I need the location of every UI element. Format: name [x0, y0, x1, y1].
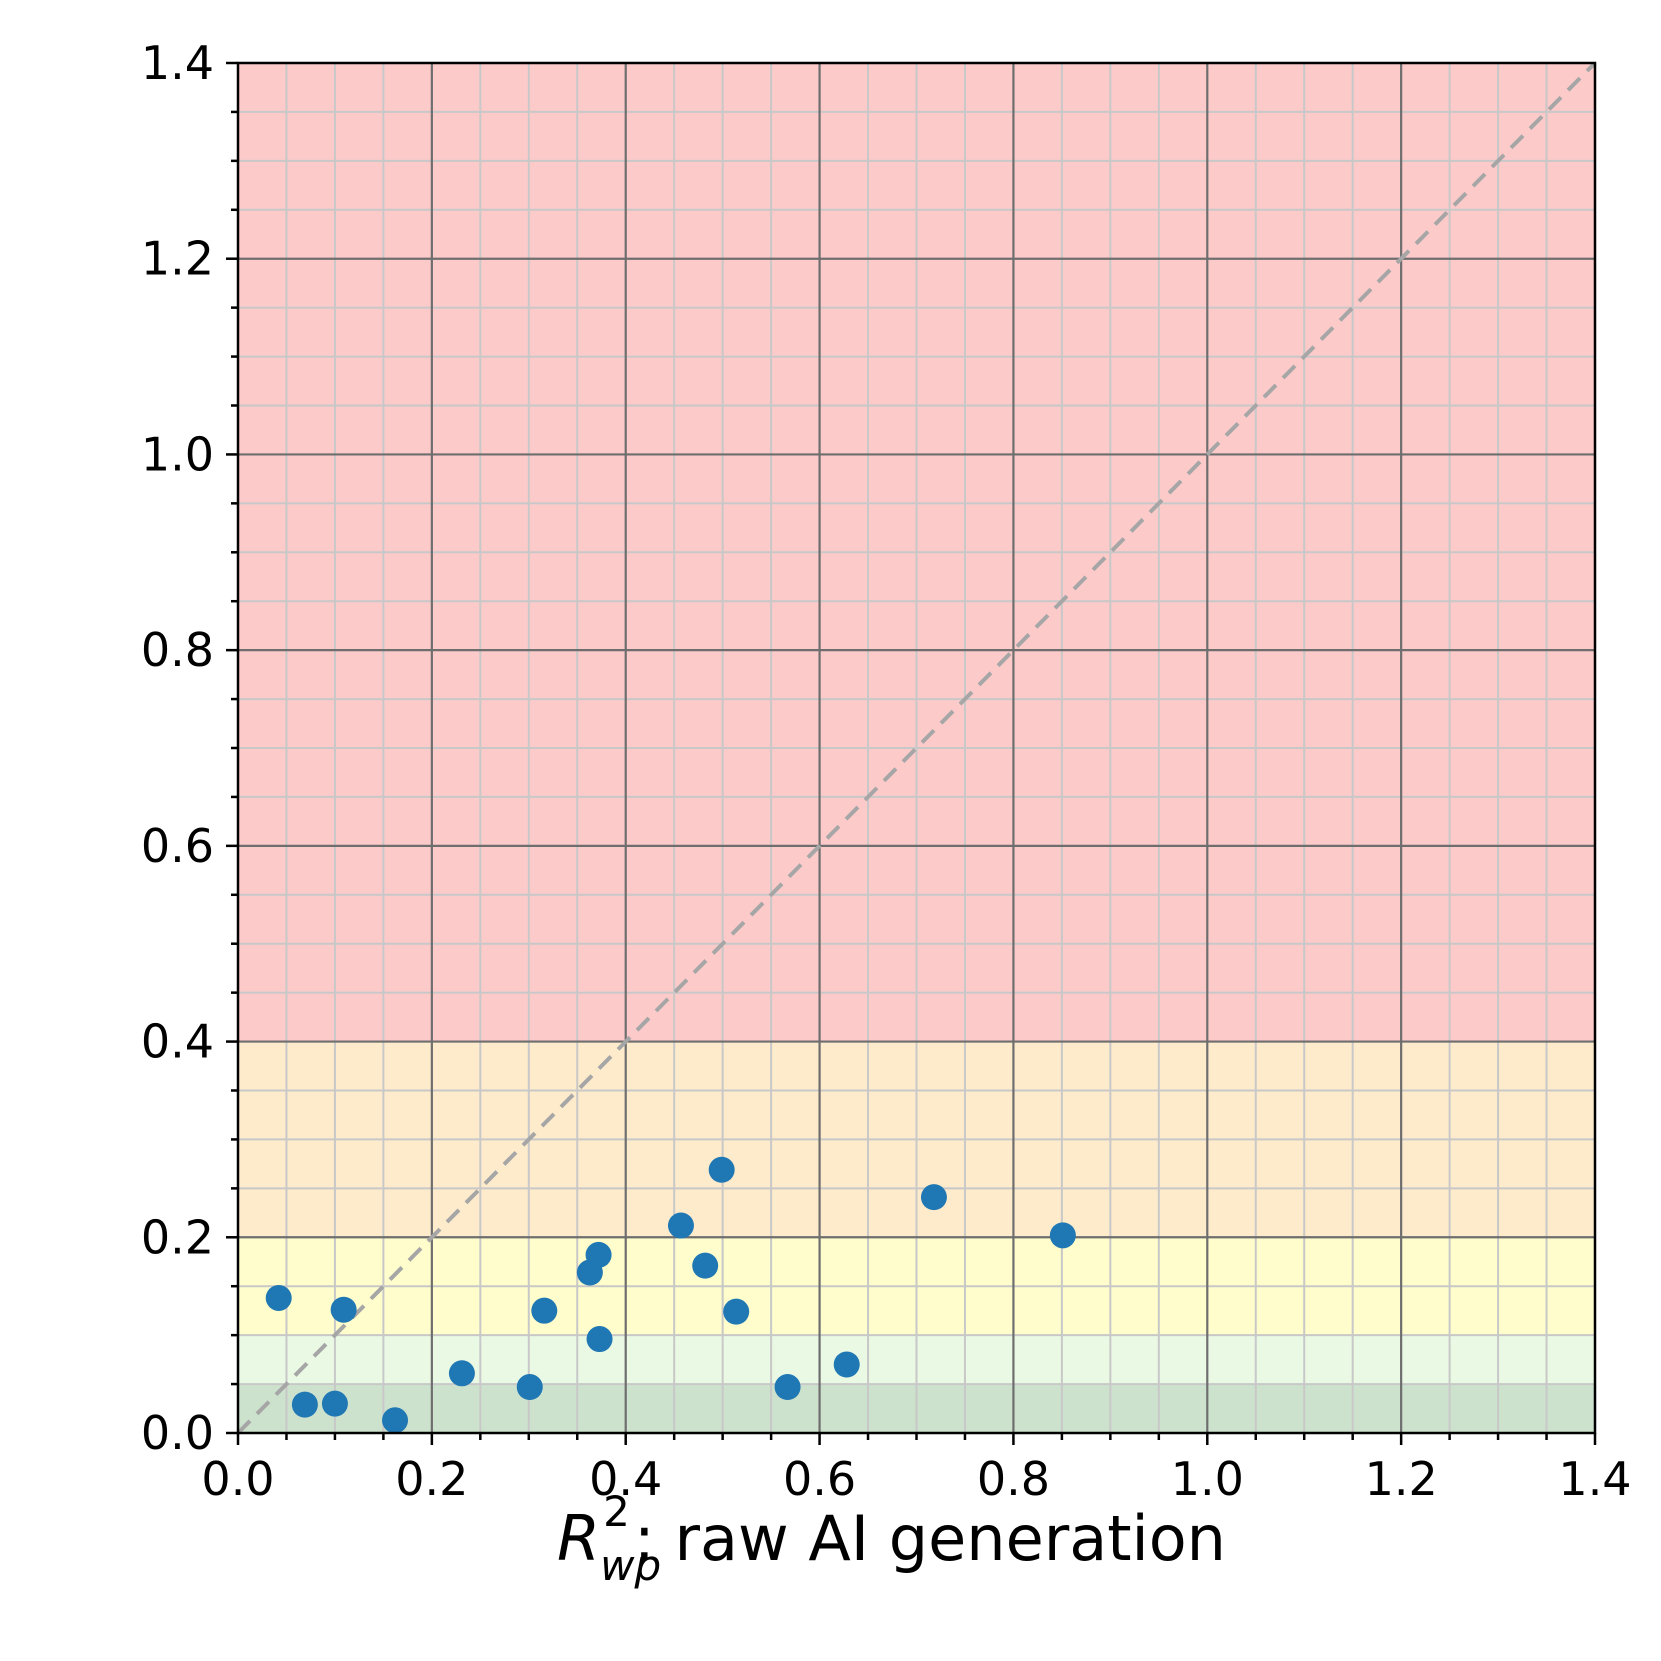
y-tick-label: 1.0 — [141, 427, 214, 481]
data-point-7 — [531, 1297, 558, 1324]
data-point-13 — [708, 1156, 735, 1183]
data-point-0 — [265, 1284, 292, 1311]
y-tick-label: 1.4 — [141, 36, 214, 90]
x-tick-label: 1.2 — [1365, 1452, 1438, 1506]
data-point-12 — [692, 1252, 719, 1279]
x-tick-label: 0.8 — [977, 1452, 1050, 1506]
data-point-15 — [774, 1374, 801, 1401]
axis-ticks — [226, 61, 1597, 1445]
data-point-4 — [382, 1407, 409, 1434]
y-tick-label: 0.2 — [141, 1210, 214, 1264]
y-tick-label: 0.0 — [141, 1406, 214, 1460]
y-tick-label: 0.4 — [141, 1015, 214, 1069]
data-point-11 — [667, 1212, 694, 1239]
data-point-18 — [1049, 1222, 1076, 1249]
major-grid — [238, 63, 1595, 1433]
x-label-subscript: wp — [600, 1541, 661, 1590]
data-point-2 — [321, 1390, 348, 1417]
data-point-6 — [516, 1374, 543, 1401]
y-axis-tick-labels: 0.0 0.2 0.4 0.6 0.8 1.0 1.2 1.4 — [141, 36, 214, 1460]
x-tick-label: 0.6 — [783, 1452, 856, 1506]
data-point-16 — [833, 1351, 860, 1378]
identity-reference-line — [236, 61, 1597, 1435]
data-point-1 — [291, 1391, 318, 1418]
x-label-superscript: 2 — [603, 1487, 630, 1536]
y-tick-label: 0.6 — [141, 819, 214, 873]
x-tick-label: 0.2 — [395, 1452, 468, 1506]
x-label-symbol: R — [557, 1502, 600, 1575]
y-tick-label: 1.2 — [141, 232, 214, 286]
x-label-text: : raw AI generation — [634, 1502, 1226, 1575]
x-axis-label: Rwp 2: raw AI generation — [557, 1487, 1226, 1590]
data-point-14 — [723, 1298, 750, 1325]
minor-grid — [238, 63, 1595, 1433]
data-point-5 — [448, 1360, 475, 1387]
x-axis-tick-labels: 0.0 0.2 0.4 0.6 0.8 1.0 1.2 1.4 — [201, 1452, 1631, 1506]
x-tick-label: 1.4 — [1558, 1452, 1631, 1506]
x-tick-label: 0.4 — [589, 1452, 662, 1506]
data-point-9 — [585, 1241, 612, 1268]
data-point-17 — [920, 1184, 947, 1211]
data-point-3 — [330, 1296, 357, 1323]
x-tick-label: 0.0 — [201, 1452, 274, 1506]
y-tick-label: 0.8 — [141, 623, 214, 677]
data-point-10 — [586, 1326, 613, 1353]
data-points — [265, 1156, 1076, 1434]
x-tick-label: 1.0 — [1171, 1452, 1244, 1506]
